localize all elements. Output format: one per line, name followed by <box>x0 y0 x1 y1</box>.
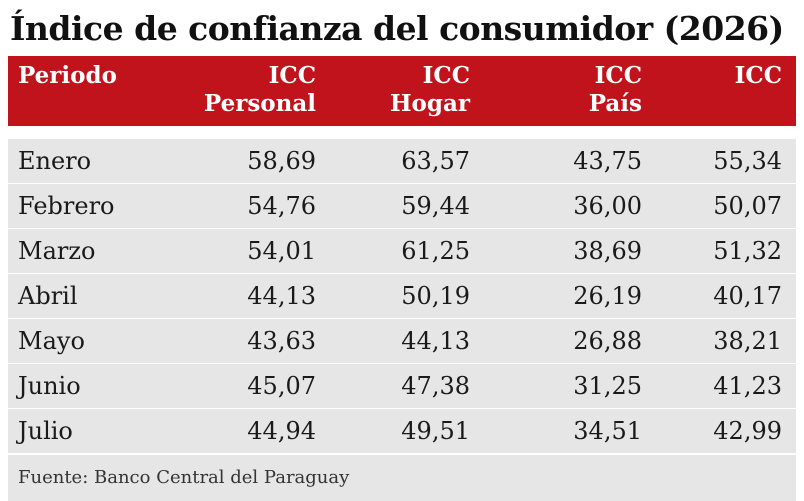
header-label: ICC <box>422 62 470 89</box>
cell-icc-pais: 36,00 <box>573 192 642 220</box>
cell-periodo: Abril <box>18 282 78 310</box>
header-label: Periodo <box>18 62 117 89</box>
table-row: Mayo 43,63 44,13 26,88 38,21 <box>8 319 796 364</box>
table-header: Periodo ICC Personal ICC Hogar ICC País … <box>8 56 796 126</box>
cell-icc-hogar: 61,25 <box>401 237 470 265</box>
cell-icc-hogar: 44,13 <box>401 327 470 355</box>
cell-icc: 38,21 <box>713 327 782 355</box>
cell-periodo: Marzo <box>18 237 96 265</box>
source-note: Fuente: Banco Central del Paraguay <box>8 455 796 501</box>
cell-icc-personal: 43,63 <box>247 327 316 355</box>
table-row: Julio 44,94 49,51 34,51 42,99 <box>8 409 796 454</box>
header-label: ICC <box>268 62 316 89</box>
header-icc: ICC <box>735 62 782 90</box>
cell-icc-pais: 26,19 <box>573 282 642 310</box>
cell-icc: 41,23 <box>713 372 782 400</box>
cell-icc-personal: 45,07 <box>247 372 316 400</box>
cell-icc: 42,99 <box>713 417 782 445</box>
header-sublabel: Personal <box>203 90 316 117</box>
cell-icc: 50,07 <box>713 192 782 220</box>
cell-icc-personal: 54,01 <box>247 237 316 265</box>
table-title: Índice de confianza del consumidor (2026… <box>10 9 784 48</box>
header-sublabel: Hogar <box>389 90 470 117</box>
cell-icc-personal: 44,94 <box>247 417 316 445</box>
data-table: Periodo ICC Personal ICC Hogar ICC País … <box>8 56 796 501</box>
cell-icc-personal: 54,76 <box>247 192 316 220</box>
header-icc-hogar: ICC Hogar <box>390 62 470 118</box>
cell-icc-pais: 43,75 <box>573 147 642 175</box>
header-icc-personal: ICC Personal <box>204 62 316 118</box>
cell-periodo: Junio <box>18 372 81 400</box>
cell-icc-personal: 58,69 <box>247 147 316 175</box>
cell-icc-hogar: 63,57 <box>401 147 470 175</box>
cell-periodo: Febrero <box>18 192 115 220</box>
cell-icc: 55,34 <box>713 147 782 175</box>
cell-icc: 40,17 <box>713 282 782 310</box>
cell-icc-pais: 34,51 <box>573 417 642 445</box>
cell-periodo: Julio <box>18 417 73 445</box>
cell-icc-hogar: 50,19 <box>401 282 470 310</box>
cell-icc-hogar: 59,44 <box>401 192 470 220</box>
table-row: Junio 45,07 47,38 31,25 41,23 <box>8 364 796 409</box>
table-row: Febrero 54,76 59,44 36,00 50,07 <box>8 184 796 229</box>
header-periodo: Periodo <box>18 62 117 90</box>
cell-icc-personal: 44,13 <box>247 282 316 310</box>
cell-icc-hogar: 47,38 <box>401 372 470 400</box>
cell-icc-pais: 31,25 <box>573 372 642 400</box>
cell-icc-pais: 38,69 <box>573 237 642 265</box>
cell-icc-hogar: 49,51 <box>401 417 470 445</box>
header-label: ICC <box>594 62 642 89</box>
cell-icc: 51,32 <box>713 237 782 265</box>
table-row: Enero 58,69 63,57 43,75 55,34 <box>8 139 796 184</box>
header-label: ICC <box>734 62 782 89</box>
header-icc-pais: ICC País <box>589 62 642 118</box>
table-row: Marzo 54,01 61,25 38,69 51,32 <box>8 229 796 274</box>
cell-periodo: Mayo <box>18 327 85 355</box>
table-row: Abril 44,13 50,19 26,19 40,17 <box>8 274 796 319</box>
cell-icc-pais: 26,88 <box>573 327 642 355</box>
cell-periodo: Enero <box>18 147 92 175</box>
header-sublabel: País <box>588 90 642 117</box>
